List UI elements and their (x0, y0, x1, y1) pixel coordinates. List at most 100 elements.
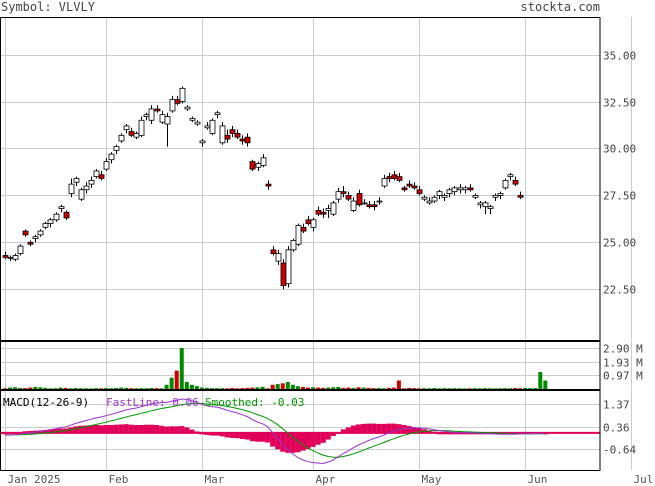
macd-legend: MACD(12-26-9) FastLine: 0.06 Smoothed: -… (3, 396, 304, 409)
macd-histogram-bar (73, 426, 79, 433)
macd-histogram-bar (249, 432, 256, 442)
volume-bar (442, 388, 447, 389)
candle-body (270, 249, 277, 255)
volume-bar (33, 386, 38, 389)
x-tick-label: Jan 2025 (8, 473, 61, 486)
macd-histogram-bar (108, 424, 114, 433)
volume-bar (447, 388, 452, 390)
candle-body (487, 206, 494, 209)
macd-histogram-bar (138, 424, 144, 433)
macd-histogram-bar (300, 432, 306, 451)
volume-bar (502, 388, 507, 389)
macd-histogram-bar (159, 425, 165, 433)
volume-bar (220, 388, 225, 389)
volume-bar (215, 388, 220, 390)
candle-body (83, 185, 90, 191)
candle-body (436, 191, 443, 196)
macd-histogram-bar (214, 432, 220, 436)
volume-bar (48, 388, 53, 390)
volume-bar (109, 388, 114, 390)
candle-body (93, 170, 100, 178)
macd-histogram-bar (219, 432, 225, 437)
macd-histogram-bar (320, 432, 326, 443)
volume-bar (230, 388, 235, 389)
volume-bar (169, 377, 174, 389)
volume-bar (139, 388, 144, 389)
volume-bar (533, 388, 538, 389)
x-tick-label: Apr (316, 473, 336, 486)
candle-body (229, 129, 236, 134)
volume-bar (225, 388, 230, 390)
macd-panel-frame (0, 390, 601, 471)
price-candles (2, 86, 524, 290)
candle-body (224, 134, 231, 140)
candle-body (295, 225, 302, 245)
volume-bar (432, 388, 437, 389)
candle-body (366, 204, 373, 208)
volume-bar (331, 387, 336, 389)
candle-body (47, 219, 54, 224)
candle-body (325, 208, 332, 211)
macd-histogram-bar (361, 423, 367, 433)
macd-histogram-bar (376, 423, 382, 433)
candle-body (421, 196, 428, 200)
volume-bar (341, 387, 346, 389)
candle-body (482, 202, 489, 208)
macd-histogram-bar (239, 432, 245, 440)
volume-bar (437, 388, 442, 390)
macd-histogram-bar (396, 424, 402, 433)
volume-bar (73, 388, 78, 389)
candle-body (113, 146, 120, 151)
candle-body (446, 189, 453, 194)
volume-bar (401, 388, 406, 390)
candle-body (169, 99, 176, 112)
volume-bar (336, 386, 341, 389)
volume-bar (134, 388, 139, 390)
macd-histogram-bar (123, 424, 129, 433)
volume-bar (497, 388, 502, 390)
candle-body (138, 119, 145, 136)
candle-body (68, 183, 75, 194)
candle-body (350, 200, 357, 211)
candle-body (189, 118, 196, 121)
volume-bar (210, 388, 215, 389)
candle-body (381, 178, 388, 187)
macd-histogram-bar (330, 432, 336, 437)
volume-bar (376, 388, 381, 389)
macd-histogram-bar (148, 424, 155, 433)
macd-histogram-bar (270, 432, 276, 447)
volume-bar (98, 388, 103, 390)
candle-body (244, 136, 251, 144)
volume-bar (452, 388, 457, 389)
volume-bar (356, 387, 361, 389)
candle-body (42, 223, 49, 228)
volume-bar (43, 387, 48, 389)
volume-bar (422, 388, 427, 389)
volume-bar (326, 387, 331, 389)
macd-histogram-bar (154, 424, 160, 433)
macd-fast-line (4, 398, 546, 465)
candle-body (164, 116, 171, 125)
macd-histogram-bar (340, 429, 346, 433)
candle-body (179, 87, 186, 102)
volume-bar (351, 387, 356, 389)
macd-tick-label: -0.64 (603, 444, 636, 457)
candle-body (108, 153, 115, 161)
x-tick-label: May (422, 473, 442, 486)
volume-bar (53, 388, 58, 389)
volume-bar (8, 387, 13, 389)
volume-bar (149, 388, 154, 389)
candle-body (340, 191, 347, 194)
volume-bar (492, 388, 497, 390)
candle-body (199, 140, 206, 144)
macd-histogram-bar (98, 425, 104, 433)
candle-body (78, 189, 85, 200)
volume-bar (159, 388, 164, 390)
volume-tick-label: 2.90 M (603, 343, 643, 356)
candle-body (451, 187, 458, 193)
macd-histogram-bar (350, 425, 357, 433)
volume-bar (179, 348, 184, 389)
x-tick-label: Jun (528, 473, 548, 486)
price-tick-label: 27.50 (603, 190, 636, 203)
volume-bar (199, 387, 204, 389)
